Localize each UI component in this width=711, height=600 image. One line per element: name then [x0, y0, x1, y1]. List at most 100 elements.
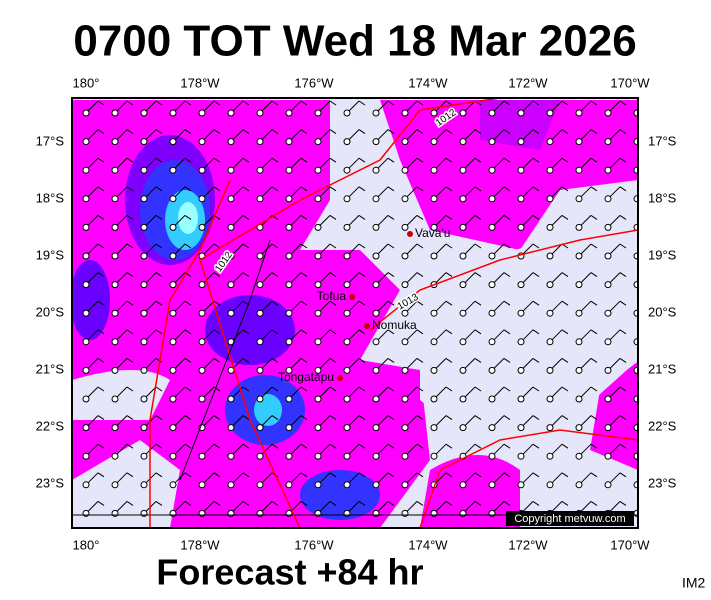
wind-barb — [329, 329, 337, 335]
station-dot — [198, 481, 206, 489]
wind-barb — [445, 415, 453, 421]
wind-barb — [329, 472, 337, 478]
lon-label: 176°W — [294, 75, 334, 90]
station-dot — [459, 395, 467, 403]
station-dot — [459, 309, 467, 317]
wind-barb — [561, 357, 569, 363]
station-dot — [314, 195, 322, 203]
title: 0700 TOT Wed 18 Mar 2026 — [73, 17, 636, 66]
station-dot — [372, 195, 380, 203]
wind-barb — [474, 329, 482, 335]
station-dot — [285, 138, 293, 146]
station-dot — [285, 481, 293, 489]
lat-label: 23°S — [648, 475, 677, 490]
wind-barb — [503, 357, 511, 363]
wind-barb — [649, 330, 655, 334]
wind-barb — [155, 443, 163, 449]
wind-barb — [474, 472, 482, 478]
wind-barb — [126, 272, 134, 278]
station-dot — [111, 338, 119, 346]
station-dot — [285, 395, 293, 403]
wind-barb — [329, 500, 337, 506]
wind-barb — [387, 157, 395, 163]
station-dot — [227, 166, 235, 174]
wind-barb — [358, 300, 366, 306]
wind-barb — [619, 443, 627, 449]
station-dot — [227, 309, 235, 317]
wind-barb — [358, 186, 366, 192]
station-dot — [227, 223, 235, 231]
wind-barb — [126, 500, 134, 506]
station-dot — [517, 195, 525, 203]
wind-barb — [619, 272, 627, 278]
lat-label: 19°S — [648, 247, 677, 262]
wind-barb — [416, 500, 424, 506]
station-dot — [546, 252, 554, 260]
wind-barb — [619, 472, 627, 478]
station-dot — [575, 109, 583, 117]
wind-barb — [213, 329, 221, 335]
wind-barb — [358, 500, 366, 506]
wind-barb — [503, 272, 511, 278]
station-dot — [604, 395, 612, 403]
station-dot — [82, 366, 90, 374]
wind-barb — [503, 186, 511, 192]
wind-barb — [329, 443, 337, 449]
wind-barb — [329, 415, 337, 421]
station-dot — [256, 195, 264, 203]
wind-barb — [329, 386, 337, 392]
wind-barb — [619, 415, 627, 421]
station-dot — [488, 281, 496, 289]
wind-barb — [532, 300, 540, 306]
wind-barb — [184, 100, 192, 106]
station-dot — [430, 424, 438, 432]
station-dot — [227, 424, 235, 432]
station-dot — [604, 138, 612, 146]
lon-label: 178°W — [180, 537, 220, 552]
wind-barb — [300, 500, 308, 506]
station-dot — [82, 223, 90, 231]
station-dot — [227, 281, 235, 289]
wind-barb — [300, 214, 308, 220]
station-dot — [488, 395, 496, 403]
wind-barb — [155, 472, 163, 478]
wind-barb — [155, 100, 163, 106]
station-dot — [140, 395, 148, 403]
wind-barb — [300, 415, 308, 421]
station-dot — [140, 195, 148, 203]
precip-field — [72, 98, 655, 528]
wind-barb — [329, 100, 337, 106]
wind-barb — [184, 157, 192, 163]
wind-barb — [561, 157, 569, 163]
wind-barb — [242, 386, 250, 392]
wind-barb — [474, 157, 482, 163]
station-dot — [488, 223, 496, 231]
station-dot — [285, 281, 293, 289]
wind-barb — [155, 386, 163, 392]
wind-barb — [416, 415, 424, 421]
place-marker — [349, 294, 355, 300]
wind-barb — [97, 472, 105, 478]
wind-barb — [271, 157, 279, 163]
wind-barb — [126, 300, 134, 306]
wind-barb — [213, 415, 221, 421]
station-dot — [401, 166, 409, 174]
lon-label: 180° — [73, 75, 100, 90]
station-dot — [604, 338, 612, 346]
station-dot — [575, 138, 583, 146]
wind-barb — [561, 100, 569, 106]
station-dot — [256, 338, 264, 346]
wind-barb — [445, 214, 453, 220]
station-dot — [256, 166, 264, 174]
station-dot — [285, 309, 293, 317]
wind-barb — [387, 300, 395, 306]
wind-barb — [155, 357, 163, 363]
wind-barb — [184, 415, 192, 421]
station-dot — [459, 366, 467, 374]
wind-barb — [184, 329, 192, 335]
wind-barb — [213, 243, 221, 249]
station-dot — [401, 338, 409, 346]
station-dot — [517, 338, 525, 346]
wind-barb — [126, 214, 134, 220]
station-dot — [111, 252, 119, 260]
